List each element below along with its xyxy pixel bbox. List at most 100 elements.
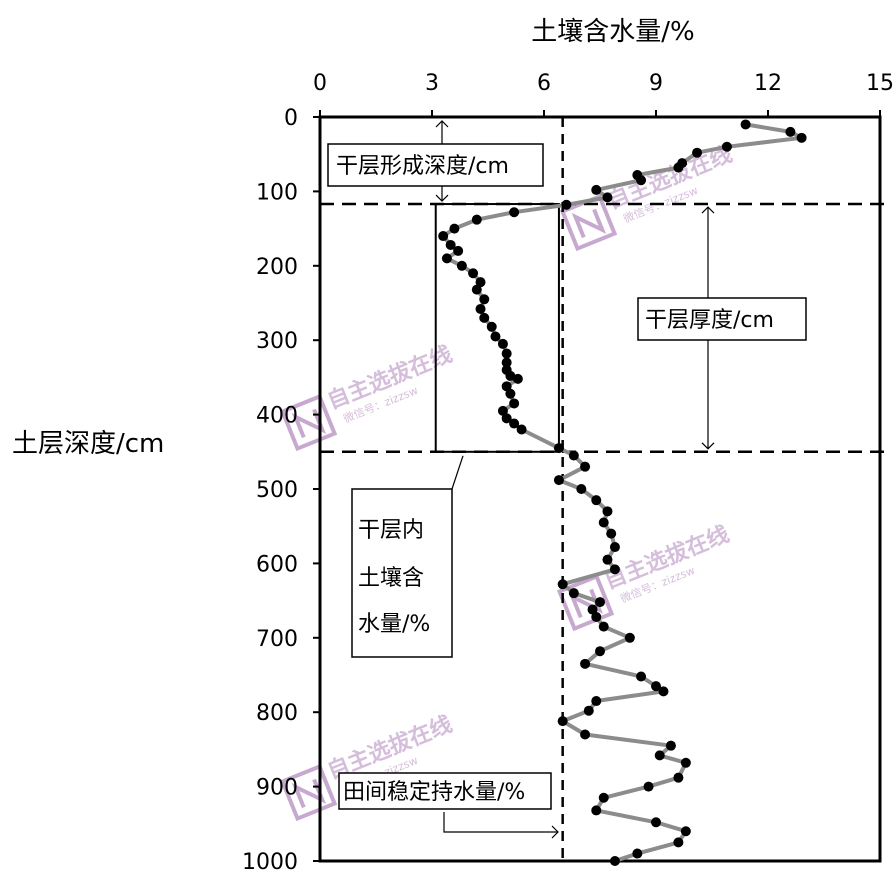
watermark-logo-mark (291, 778, 327, 809)
y-tick-label: 100 (256, 180, 298, 205)
data-point (471, 214, 482, 225)
data-point (509, 398, 520, 409)
data-point (651, 681, 661, 692)
data-point (680, 757, 691, 768)
data-point (501, 413, 512, 424)
data-point (471, 284, 482, 295)
data-point (624, 632, 635, 643)
data-point (449, 223, 460, 234)
data-point (673, 837, 684, 848)
y-tick-label: 900 (256, 776, 298, 801)
arrow-head (551, 825, 559, 839)
annotation-inner-moisture-line-2: 土壤含 (358, 566, 424, 591)
arrow-head (435, 194, 449, 202)
data-point (568, 588, 579, 599)
arrow-head (435, 120, 449, 128)
data-point (606, 528, 617, 539)
y-tick-label: 500 (256, 478, 298, 503)
annotation-inner-moisture-line-1: 干层内 (358, 518, 424, 543)
data-point (580, 658, 591, 669)
watermark-layer: 自主选拔在线微信号：zizzsw自主选拔在线微信号：zizzsw自主选拔在线微信… (279, 141, 736, 822)
data-point (453, 245, 464, 256)
data-point (516, 424, 527, 435)
data-point (445, 239, 456, 250)
series-points-group (438, 119, 807, 866)
data-point (680, 826, 691, 837)
annotation-thickness: 干层厚度/cm (645, 308, 774, 333)
watermark-logo-icon (279, 763, 338, 822)
annotation-box-thickness (637, 297, 807, 341)
data-point (785, 126, 796, 137)
data-point (636, 175, 647, 186)
data-point (591, 696, 602, 707)
data-point (479, 294, 490, 305)
series-line-group (441, 122, 804, 863)
data-point (602, 192, 613, 203)
y-tick-label: 0 (284, 106, 298, 131)
data-point (561, 199, 572, 210)
data-point (509, 418, 520, 429)
data-point (673, 772, 684, 783)
data-point (512, 373, 523, 384)
data-point (665, 740, 676, 751)
x-tick-label: 9 (649, 71, 663, 96)
data-point (497, 405, 508, 416)
y-tick-label: 400 (256, 404, 298, 429)
data-point (479, 312, 490, 323)
watermark-logo-icon (556, 573, 615, 632)
data-point (636, 671, 647, 682)
data-point (602, 506, 613, 517)
y-ticks: 0 100 200 300 400 500 600 700 800 900 1000 (242, 106, 320, 874)
data-point (456, 260, 467, 271)
arrow-head (701, 442, 715, 450)
data-point (497, 338, 508, 349)
inner-moisture-pointer (451, 455, 464, 490)
annotations: 干层形成深度/cm 干层厚度/cm 干层内 土壤含 水量/% 田间稳定持水量/% (327, 143, 807, 810)
data-point (438, 231, 449, 242)
field-capacity-pointer (443, 812, 558, 833)
series-line (441, 122, 804, 863)
x-tick-label: 15 (866, 71, 894, 96)
y-axis-title: 土层深度/cm (12, 429, 164, 459)
dry-layer-box (434, 203, 560, 453)
data-point (580, 729, 591, 740)
data-point (475, 303, 486, 314)
data-point (643, 781, 654, 792)
x-tick-label: 6 (537, 71, 551, 96)
data-point (568, 450, 579, 461)
data-point (632, 848, 643, 859)
watermark-logo-mark (571, 208, 607, 239)
arrows (435, 120, 715, 839)
y-tick-label: 600 (256, 552, 298, 577)
y-tick-label: 200 (256, 255, 298, 280)
data-point (501, 381, 512, 392)
data-point (587, 604, 598, 615)
data-point (740, 119, 751, 130)
data-point (796, 132, 807, 143)
data-point (505, 388, 516, 399)
annotation-box-inner-moisture (351, 488, 453, 658)
x-ticks: 0 3 6 9 12 15 (313, 71, 894, 117)
reference-lines (320, 117, 890, 861)
x-tick-label: 12 (754, 71, 782, 96)
data-point (553, 443, 564, 454)
annotation-field-capacity: 田间稳定持水量/% (343, 780, 525, 805)
data-point (609, 856, 620, 866)
annotation-formation-depth: 干层形成深度/cm (336, 154, 509, 179)
data-point (598, 621, 609, 632)
data-point (501, 348, 512, 359)
data-point (553, 475, 564, 486)
data-point (580, 461, 591, 472)
data-point (557, 716, 568, 727)
annotation-inner-moisture-line-3: 水量/% (358, 612, 430, 637)
data-point (654, 750, 665, 761)
data-point (602, 554, 613, 565)
data-point (509, 207, 520, 218)
data-point (501, 357, 512, 368)
watermark-logo-mark (291, 408, 327, 439)
data-point (475, 277, 486, 288)
y-tick-label: 800 (256, 701, 298, 726)
